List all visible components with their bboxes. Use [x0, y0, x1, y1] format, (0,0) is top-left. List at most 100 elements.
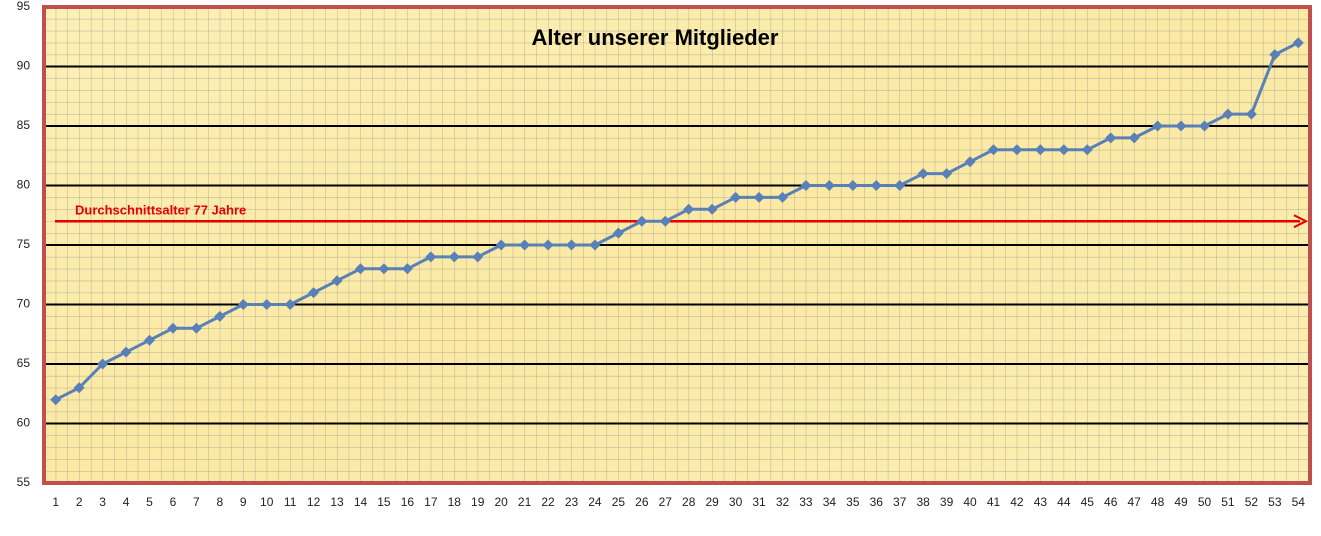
data-point — [542, 239, 554, 251]
data-point — [401, 263, 413, 275]
data-point — [612, 227, 624, 239]
data-point — [988, 144, 999, 156]
x-tick-label: 13 — [330, 495, 344, 509]
y-tick-label: 75 — [17, 237, 31, 251]
data-point — [683, 203, 695, 215]
data-point — [917, 168, 929, 180]
x-tick-label: 33 — [799, 495, 813, 509]
data-point — [847, 180, 859, 191]
x-tick-label: 48 — [1151, 495, 1165, 509]
data-point — [589, 239, 601, 251]
x-tick-label: 12 — [307, 495, 321, 509]
x-tick-label: 16 — [401, 495, 415, 509]
x-tick-label: 7 — [193, 495, 200, 509]
data-point — [237, 299, 249, 310]
data-point — [261, 299, 273, 310]
data-point — [1034, 144, 1046, 156]
y-tick-label: 55 — [17, 475, 31, 489]
x-tick-label: 4 — [123, 495, 130, 509]
x-tick-label: 45 — [1081, 495, 1095, 509]
data-point — [190, 322, 202, 334]
x-tick-label: 8 — [216, 495, 223, 509]
x-tick-label: 39 — [940, 495, 954, 509]
x-tick-label: 49 — [1174, 495, 1188, 509]
data-point — [566, 239, 577, 251]
y-tick-label: 80 — [17, 178, 31, 192]
data-point — [894, 180, 906, 191]
data-point — [425, 251, 437, 263]
x-tick-label: 18 — [448, 495, 462, 509]
x-tick-label: 17 — [424, 495, 438, 509]
x-tick-label: 51 — [1221, 495, 1235, 509]
x-tick-label: 26 — [635, 495, 649, 509]
x-tick-label: 50 — [1198, 495, 1212, 509]
data-point — [1292, 37, 1304, 49]
x-tick-label: 41 — [987, 495, 1001, 509]
x-tick-label: 3 — [99, 495, 106, 509]
x-tick-label: 43 — [1034, 495, 1048, 509]
x-tick-label: 27 — [659, 495, 673, 509]
x-tick-label: 37 — [893, 495, 907, 509]
x-tick-label: 34 — [823, 495, 837, 509]
x-tick-label: 1 — [52, 495, 59, 509]
data-point — [144, 334, 155, 346]
reference-arrow — [1293, 214, 1309, 229]
data-point — [50, 394, 62, 406]
x-tick-label: 54 — [1292, 495, 1306, 509]
data-point — [823, 180, 835, 191]
x-tick-label: 6 — [170, 495, 177, 509]
data-point — [1058, 144, 1070, 156]
data-point — [472, 251, 484, 263]
data-point — [964, 156, 976, 168]
data-point — [730, 191, 742, 203]
x-tick-label: 38 — [916, 495, 930, 509]
x-tick-label: 15 — [377, 495, 391, 509]
data-point — [73, 382, 85, 394]
x-tick-label: 22 — [541, 495, 555, 509]
x-tick-label: 52 — [1245, 495, 1259, 509]
x-tick-label: 24 — [588, 495, 602, 509]
plot-border — [42, 5, 1312, 485]
data-point — [1011, 144, 1023, 156]
data-point — [1105, 132, 1117, 144]
data-point — [167, 322, 179, 334]
x-tick-label: 10 — [260, 495, 274, 509]
data-point — [1245, 108, 1257, 120]
data-point — [495, 239, 507, 251]
x-tick-label: 32 — [776, 495, 790, 509]
x-tick-label: 14 — [354, 495, 368, 509]
x-tick-label: 53 — [1268, 495, 1282, 509]
x-tick-label: 42 — [1010, 495, 1024, 509]
x-tick-label: 29 — [705, 495, 719, 509]
x-tick-label: 36 — [870, 495, 884, 509]
data-point — [777, 191, 788, 203]
x-tick-label: 35 — [846, 495, 860, 509]
data-point — [1199, 120, 1210, 132]
data-point — [120, 346, 132, 358]
x-tick-label: 40 — [963, 495, 977, 509]
data-point — [1269, 49, 1281, 61]
data-point — [1152, 120, 1164, 132]
x-tick-label: 28 — [682, 495, 696, 509]
data-point — [284, 299, 296, 310]
x-tick-label: 30 — [729, 495, 743, 509]
x-tick-label: 9 — [240, 495, 247, 509]
data-point — [753, 191, 765, 203]
data-point — [214, 310, 226, 322]
data-point — [870, 180, 882, 191]
data-point — [1175, 120, 1187, 132]
data-point — [706, 203, 718, 215]
data-point — [1222, 108, 1234, 120]
reference-label: Durchschnittsalter 77 Jahre — [75, 203, 246, 218]
x-tick-label: 44 — [1057, 495, 1071, 509]
y-tick-label: 70 — [17, 297, 31, 311]
x-tick-label: 21 — [518, 495, 532, 509]
data-point — [378, 263, 390, 275]
y-tick-label: 85 — [17, 118, 31, 132]
data-point — [659, 215, 671, 227]
x-tick-label: 47 — [1127, 495, 1141, 509]
data-point — [1128, 132, 1140, 144]
x-tick-label: 25 — [612, 495, 626, 509]
x-tick-label: 11 — [284, 495, 297, 509]
